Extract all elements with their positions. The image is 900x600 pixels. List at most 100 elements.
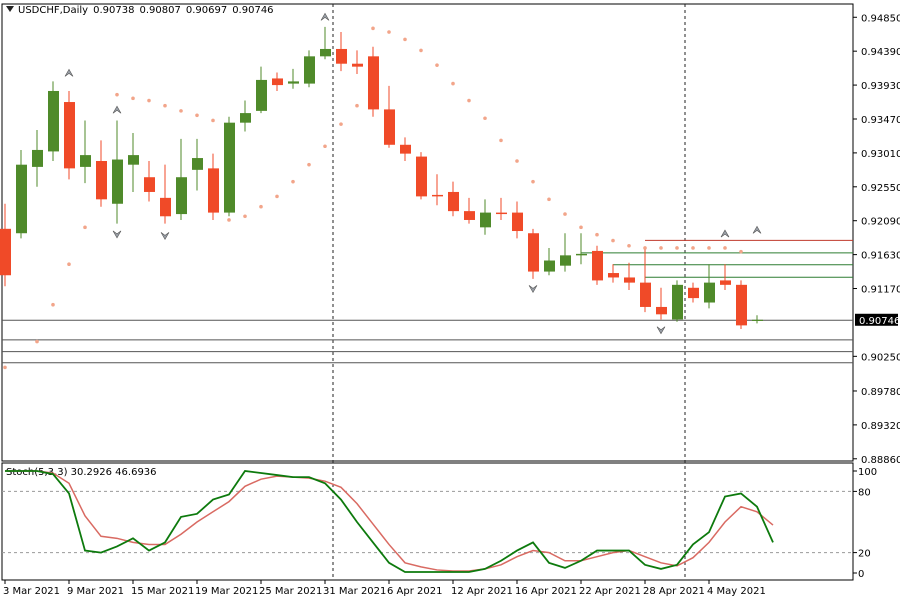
- parabolic-sar-dot: [563, 212, 567, 216]
- parabolic-sar-dot: [115, 92, 119, 97]
- date-axis-label: 3 Mar 2021: [3, 586, 60, 597]
- stoch-axis-label: 0: [858, 569, 864, 580]
- price-axis-label: 0.92550: [861, 183, 900, 194]
- candle: [560, 233, 571, 272]
- candle: [368, 46, 379, 117]
- candle-body: [304, 56, 315, 84]
- candle: [272, 72, 283, 91]
- candle-body: [528, 233, 539, 272]
- candle: [400, 137, 411, 162]
- parabolic-sar-dot: [227, 218, 231, 222]
- candle-body: [752, 319, 763, 321]
- price-axis-label: 0.88860: [861, 455, 900, 466]
- ohlc-open: 0.90738: [93, 5, 135, 16]
- candle-body: [64, 102, 75, 169]
- ohlc-high: 0.90807: [139, 5, 181, 16]
- fractal-up-arrow: [64, 68, 74, 77]
- symbol-dropdown-icon[interactable]: [6, 6, 14, 12]
- candle: [240, 100, 251, 132]
- parabolic-sar-dot: [339, 122, 343, 126]
- parabolic-sar-dot: [147, 98, 151, 103]
- parabolic-sar-dot: [259, 204, 263, 209]
- price-axis-label: 0.93010: [861, 149, 900, 160]
- candle: [320, 26, 331, 60]
- parabolic-sar-dot: [611, 238, 615, 243]
- parabolic-sar-dot: [739, 249, 743, 254]
- parabolic-sar-dot: [707, 246, 711, 250]
- candle: [432, 174, 443, 206]
- stoch-signal-line: [5, 470, 774, 572]
- candle: [384, 85, 395, 148]
- candle-body: [112, 159, 123, 204]
- candle: [656, 287, 667, 320]
- candle-body: [736, 284, 747, 326]
- candle-body: [176, 177, 187, 215]
- candle-body: [352, 63, 363, 67]
- parabolic-sar-dot: [499, 138, 503, 143]
- stoch-axis-label: 80: [858, 487, 871, 498]
- parabolic-sar-dot: [291, 179, 295, 184]
- parabolic-sar-dot: [723, 246, 727, 250]
- parabolic-sar-dot: [643, 246, 647, 250]
- parabolic-sar-dot: [579, 225, 583, 230]
- candle: [544, 247, 555, 276]
- candle-body: [496, 212, 507, 215]
- parabolic-sar-dot: [51, 302, 55, 307]
- candle: [720, 264, 731, 290]
- current-price-tag: [855, 313, 898, 326]
- candle: [0, 203, 11, 287]
- current-price-label: 0.90746: [859, 316, 900, 327]
- candle-body: [320, 48, 331, 57]
- stoch-main-line: [5, 470, 774, 573]
- candle: [576, 233, 587, 265]
- candle: [608, 264, 619, 283]
- fractal-up-arrow: [112, 105, 122, 114]
- fractal-down-arrow: [528, 285, 538, 294]
- price-axis-label: 0.91630: [861, 251, 900, 262]
- fractal-down-arrow: [112, 230, 122, 239]
- parabolic-sar-dot: [3, 365, 7, 370]
- date-axis-label: 31 Mar 2021: [323, 586, 386, 597]
- price-axis-label: 0.92090: [861, 217, 900, 228]
- fractal-up-arrow: [320, 12, 330, 21]
- candle: [160, 164, 171, 224]
- candle-body: [240, 113, 251, 123]
- price-axis-label: 0.91170: [861, 285, 900, 296]
- candle: [32, 130, 43, 187]
- parabolic-sar-dot: [659, 246, 663, 250]
- parabolic-sar-dot: [35, 339, 39, 344]
- date-axis-label: 16 Apr 2021: [515, 586, 577, 597]
- candle: [704, 264, 715, 309]
- candle: [640, 249, 651, 313]
- parabolic-sar-dot: [467, 98, 471, 103]
- candle: [624, 262, 635, 290]
- candle-body: [144, 177, 155, 192]
- parabolic-sar-dot: [67, 262, 71, 266]
- parabolic-sar-dot: [371, 26, 375, 31]
- candle-body: [480, 212, 491, 228]
- candle-body: [592, 250, 603, 281]
- candle-body: [688, 287, 699, 299]
- candle-body: [576, 253, 587, 256]
- candle: [416, 152, 427, 200]
- candle-body: [208, 168, 219, 213]
- candle-body: [0, 228, 11, 276]
- parabolic-sar-dot: [403, 37, 407, 42]
- candle-body: [160, 197, 171, 217]
- candle: [512, 201, 523, 239]
- date-axis-label: 12 Apr 2021: [451, 586, 513, 597]
- candle: [192, 138, 203, 191]
- parabolic-sar-dot: [419, 48, 423, 53]
- candle-body: [448, 191, 459, 212]
- candle: [288, 68, 299, 89]
- candle: [672, 280, 683, 322]
- candle-body: [96, 161, 107, 200]
- candle-body: [368, 56, 379, 110]
- chart-header: USDCHF,Daily 0.90738 0.90807 0.90697 0.90746: [6, 5, 274, 16]
- candle: [96, 140, 107, 207]
- candle: [176, 138, 187, 220]
- candle: [144, 161, 155, 202]
- candle-body: [720, 280, 731, 285]
- date-axis-label: 4 May 2021: [707, 586, 766, 597]
